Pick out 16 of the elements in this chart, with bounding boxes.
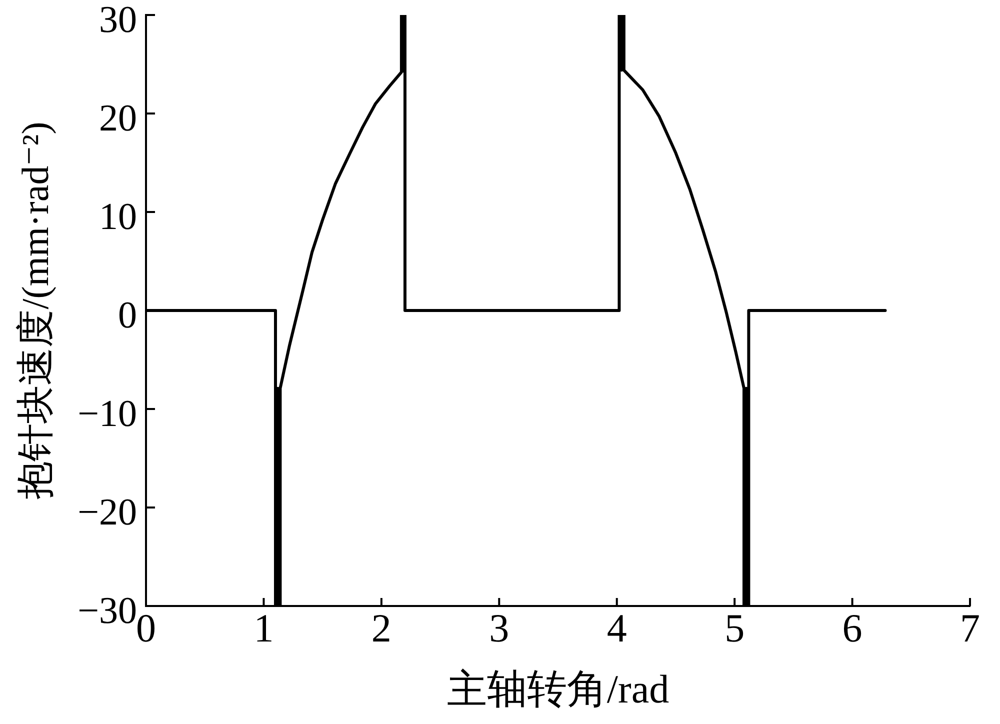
x-tick-label: 4 — [606, 606, 627, 650]
x-tick-label: 6 — [842, 606, 862, 650]
y-tick-label: −30 — [78, 590, 137, 632]
y-tick-label: −10 — [78, 392, 137, 435]
x-tick-label: 7 — [960, 606, 980, 650]
y-axis-title: 抱针块速度/(mm·rad⁻²) — [14, 122, 57, 500]
y-tick-label: −20 — [78, 491, 137, 534]
y-tick-label: 30 — [99, 0, 137, 41]
x-tick-label: 5 — [724, 606, 745, 650]
x-tick-label: 2 — [371, 606, 392, 650]
y-tick-label: 0 — [118, 294, 137, 336]
y-tick-label: 10 — [99, 196, 137, 238]
x-tick-label: 3 — [489, 606, 510, 650]
x-axis-title: 主轴转角/rad — [446, 666, 670, 712]
x-tick-label: 1 — [254, 606, 274, 650]
y-tick-label: 20 — [99, 97, 137, 140]
